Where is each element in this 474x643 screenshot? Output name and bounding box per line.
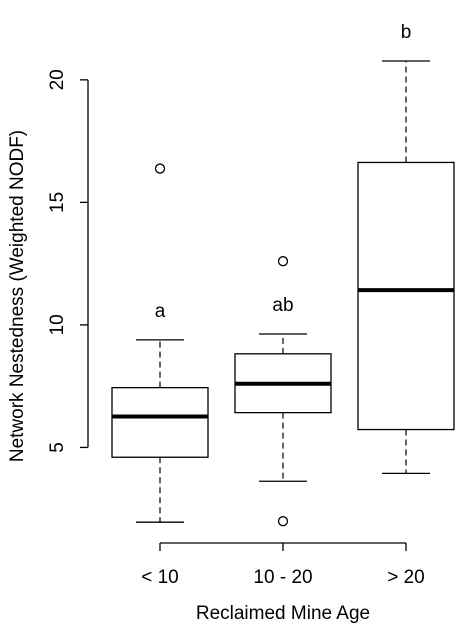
x-tick-label: > 20: [387, 567, 425, 588]
outlier: [277, 516, 289, 527]
x-axis-label: Reclaimed Mine Age: [196, 603, 370, 624]
x-tick-label: < 10: [141, 567, 179, 588]
annotation: ab: [272, 295, 293, 316]
outlier: [154, 163, 166, 174]
annotation: b: [401, 22, 412, 43]
y-tick-label: 10: [47, 314, 68, 335]
annotation: a: [155, 301, 166, 322]
box: [111, 386, 209, 458]
y-tick-label: 20: [47, 69, 68, 90]
x-tick-label: 10 - 20: [253, 567, 312, 588]
box: [357, 161, 455, 431]
y-axis-label: Network Nestedness (Weighted NODF): [7, 130, 28, 462]
outlier: [277, 256, 289, 267]
y-tick-label: 5: [47, 442, 68, 453]
y-tick-label: 15: [47, 192, 68, 213]
